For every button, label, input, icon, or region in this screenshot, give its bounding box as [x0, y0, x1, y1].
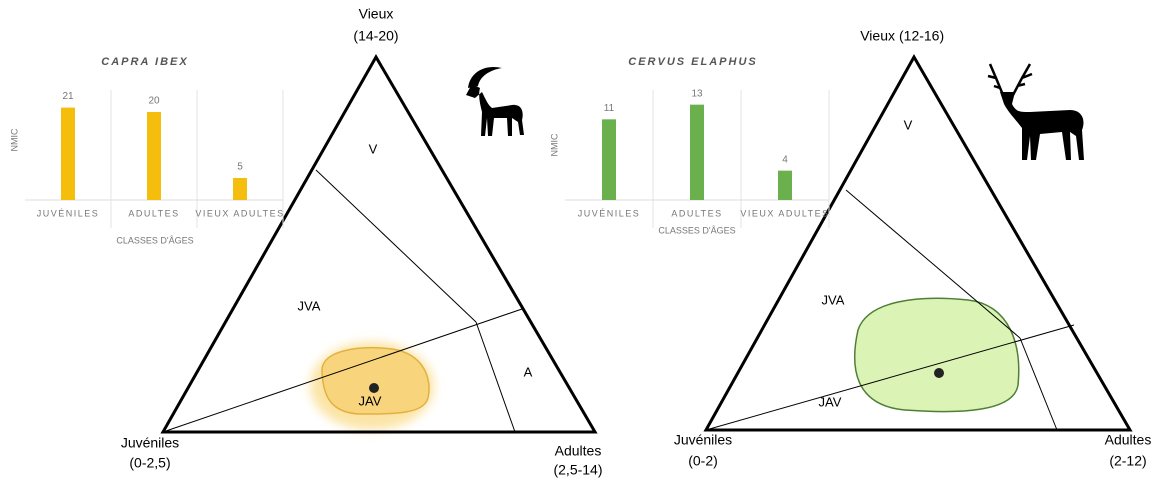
- chart-title: CERVUS ELAPHUS: [628, 56, 757, 68]
- x-tick-label: VIEUX ADULTES: [195, 208, 284, 218]
- vertex-label: (2-12): [1109, 453, 1146, 469]
- y-axis-label: NMIC: [9, 128, 19, 151]
- bar: [61, 108, 75, 200]
- value-label: 11: [604, 103, 615, 114]
- centroid: [934, 368, 944, 378]
- x-tick-label: JUVÉNILES: [578, 208, 641, 218]
- region-label: A: [524, 364, 533, 379]
- bar: [147, 112, 161, 200]
- chart-title: CAPRA IBEX: [101, 56, 188, 68]
- bar: [233, 178, 247, 200]
- value-label: 20: [148, 96, 160, 107]
- vertex-label: Adultes: [555, 443, 602, 459]
- vertex-label: (12-16): [899, 28, 944, 44]
- value-label: 13: [691, 88, 703, 99]
- x-tick-label: ADULTES: [128, 208, 179, 218]
- vertex-label: Vieux: [359, 6, 394, 22]
- centroid: [369, 383, 379, 393]
- x-tick-label: VIEUX ADULTES: [740, 208, 829, 218]
- vertex-label: (0-2): [688, 453, 718, 469]
- boundary: [1020, 338, 1057, 430]
- value-label: 21: [62, 91, 74, 102]
- region-label: JVA: [298, 298, 321, 313]
- deer-icon: [988, 64, 1084, 160]
- boundary: [476, 322, 515, 432]
- region-label: JAV: [819, 394, 842, 409]
- figure: CAPRA IBEX NMIC CLASSES D'ÂGES 21 JUVÉNILES 2…: [0, 0, 1161, 479]
- value-label: 5: [237, 162, 243, 173]
- distribution-area: [855, 298, 1019, 411]
- x-axis-label: CLASSES D'ÂGES: [116, 235, 193, 245]
- vertex-label: (14-20): [353, 28, 398, 44]
- vertex-label: (2,5-14): [553, 462, 602, 478]
- vertex-label: Juvéniles: [121, 435, 179, 451]
- vertex-label: Juvéniles: [674, 432, 732, 448]
- ibex-icon: [466, 67, 524, 136]
- region-label: JVA: [822, 292, 845, 307]
- vertex-label: (0-2,5): [129, 455, 170, 471]
- y-axis-label: NMIC: [549, 133, 559, 156]
- boundary: [316, 170, 476, 322]
- region-label: V: [369, 141, 378, 156]
- bar: [602, 119, 616, 200]
- x-tick-label: ADULTES: [671, 208, 722, 218]
- value-label: 4: [782, 154, 788, 165]
- x-axis-label: CLASSES D'ÂGES: [658, 225, 735, 235]
- vertex-label: Adultes: [1105, 432, 1152, 448]
- x-tick-label: JUVÉNILES: [37, 208, 100, 218]
- bar: [690, 105, 704, 200]
- bar: [778, 171, 792, 200]
- region-label: V: [904, 117, 913, 132]
- vertex-label: Vieux: [860, 28, 895, 44]
- region-label: JAV: [359, 393, 382, 408]
